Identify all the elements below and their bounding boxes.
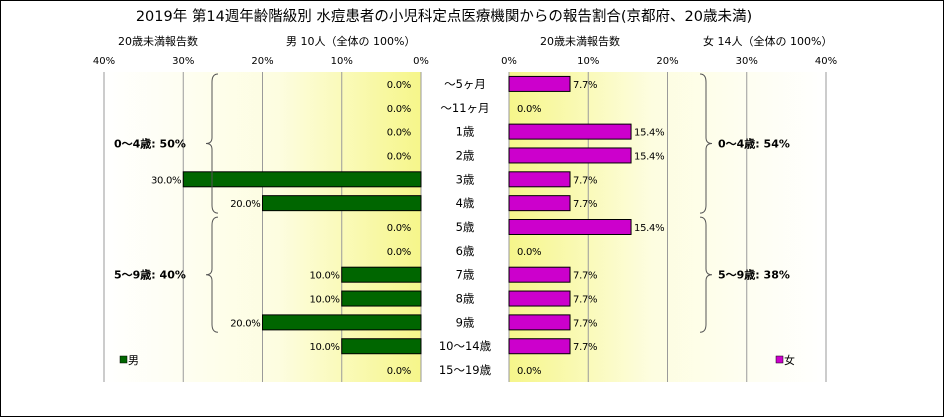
male-value-label: 0.0% bbox=[387, 104, 411, 115]
female-value-label: 15.4% bbox=[634, 223, 664, 234]
female-value-label: 7.7% bbox=[573, 295, 597, 306]
category-label: 10～14歳 bbox=[439, 339, 492, 353]
female-value-label: 7.7% bbox=[573, 175, 597, 186]
category-label: ～11ヶ月 bbox=[440, 101, 489, 115]
legend-male-swatch bbox=[119, 355, 128, 364]
left-header: 男 10人（全体の 100%） bbox=[286, 34, 415, 48]
female-bar bbox=[508, 147, 632, 164]
male-value-labels: 0.0% 0.0% 0.0% 0.0% 30.0% 20.0% 0.0% 0.0% 10.0% 1… bbox=[151, 80, 411, 377]
male-value-label: 0.0% bbox=[387, 151, 411, 162]
right-header: 女 14人（全体の 100%） bbox=[703, 34, 832, 48]
left-subtitle: 20歳未満報告数 bbox=[118, 35, 198, 48]
tick-label-right: 10% bbox=[577, 56, 599, 67]
female-group-label: 0～4歳: 54% bbox=[718, 137, 790, 151]
female-bar bbox=[508, 290, 571, 307]
category-label: 1歳 bbox=[456, 125, 475, 139]
category-label: 5歳 bbox=[456, 220, 475, 234]
male-value-label: 10.0% bbox=[309, 271, 339, 282]
category-label: 7歳 bbox=[456, 268, 475, 282]
male-bar bbox=[262, 314, 422, 331]
female-value-label: 0.0% bbox=[517, 366, 541, 377]
axis-ticks: 40% 30% 20% 10% 0% 0% 10% 20% 30% 40% bbox=[93, 56, 837, 67]
group-brace bbox=[205, 216, 219, 333]
female-value-label: 7.7% bbox=[573, 80, 597, 91]
female-bars bbox=[508, 75, 632, 355]
male-value-label: 0.0% bbox=[387, 128, 411, 139]
group-annotations: 0～4歳: 50% 5～9歳: 40% 0～4歳: 54% 5～9歳: 38% bbox=[114, 73, 790, 333]
male-value-label: 0.0% bbox=[387, 247, 411, 258]
female-bar bbox=[508, 75, 571, 92]
category-label: 2歳 bbox=[456, 148, 475, 162]
male-bar bbox=[262, 195, 422, 212]
female-bar bbox=[508, 266, 571, 283]
male-group-label: 0～4歳: 50% bbox=[114, 137, 186, 151]
group-brace bbox=[699, 216, 713, 333]
male-bar bbox=[341, 266, 422, 283]
tick-label-left: 30% bbox=[172, 56, 194, 67]
female-value-label: 0.0% bbox=[517, 104, 541, 115]
category-label: 8歳 bbox=[456, 292, 475, 306]
chart-title: 2019年 第14週年齢階級別 水痘患者の小児科定点医療機関からの報告割合(京都… bbox=[136, 7, 752, 25]
tick-label-right: 30% bbox=[736, 56, 758, 67]
male-bar bbox=[182, 171, 422, 188]
male-bar bbox=[341, 290, 422, 307]
female-value-label: 7.7% bbox=[573, 342, 597, 353]
male-group-label: 5～9歳: 40% bbox=[114, 268, 186, 282]
legend-female-label: 女 bbox=[784, 353, 795, 367]
male-value-label: 20.0% bbox=[230, 318, 260, 329]
male-value-label: 10.0% bbox=[309, 342, 339, 353]
group-brace bbox=[699, 73, 713, 214]
legend-female-swatch bbox=[775, 355, 784, 364]
male-value-label: 30.0% bbox=[151, 175, 181, 186]
tick-label-left: 0% bbox=[413, 56, 429, 67]
category-label: ～5ヶ月 bbox=[444, 77, 486, 91]
group-brace bbox=[205, 73, 219, 214]
tick-label-right: 40% bbox=[815, 56, 837, 67]
category-label: 4歳 bbox=[456, 196, 475, 210]
female-bar bbox=[508, 314, 571, 331]
female-value-label: 15.4% bbox=[634, 151, 664, 162]
tick-label-right: 0% bbox=[501, 56, 517, 67]
tick-label-left: 10% bbox=[331, 56, 353, 67]
tick-label-left: 40% bbox=[93, 56, 115, 67]
male-bars bbox=[182, 171, 422, 355]
female-value-label: 0.0% bbox=[517, 247, 541, 258]
female-bar bbox=[508, 338, 571, 355]
category-label: 6歳 bbox=[456, 244, 475, 258]
female-bar bbox=[508, 219, 632, 235]
female-bar bbox=[508, 123, 632, 140]
male-value-label: 0.0% bbox=[387, 366, 411, 377]
female-value-label: 15.4% bbox=[634, 128, 664, 139]
female-group-label: 5～9歳: 38% bbox=[718, 268, 790, 282]
category-labels: ～5ヶ月 ～11ヶ月 1歳 2歳 3歳 4歳 5歳 6歳 7歳 8歳 9歳 10～14歳 15～19歳 bbox=[439, 77, 492, 377]
legend-male-label: 男 bbox=[128, 354, 139, 367]
category-label: 9歳 bbox=[456, 315, 475, 329]
male-bar bbox=[341, 338, 422, 355]
category-label: 3歳 bbox=[456, 172, 475, 186]
male-value-label: 0.0% bbox=[387, 80, 411, 91]
male-value-label: 10.0% bbox=[309, 295, 339, 306]
tick-label-left: 20% bbox=[251, 56, 273, 67]
female-value-label: 7.7% bbox=[573, 271, 597, 282]
category-label: 15～19歳 bbox=[439, 363, 492, 377]
female-value-label: 7.7% bbox=[573, 318, 597, 329]
female-bar bbox=[508, 171, 571, 188]
female-bar bbox=[508, 195, 571, 212]
male-value-label: 0.0% bbox=[387, 223, 411, 234]
male-value-label: 20.0% bbox=[230, 199, 260, 210]
female-value-label: 7.7% bbox=[573, 199, 597, 210]
right-subtitle: 20歳未満報告数 bbox=[540, 35, 620, 48]
tick-label-right: 20% bbox=[656, 56, 678, 67]
female-value-labels: 7.7% 0.0% 15.4% 15.4% 7.7% 7.7% 15.4% 0.0% 7.7% 7… bbox=[517, 80, 665, 377]
